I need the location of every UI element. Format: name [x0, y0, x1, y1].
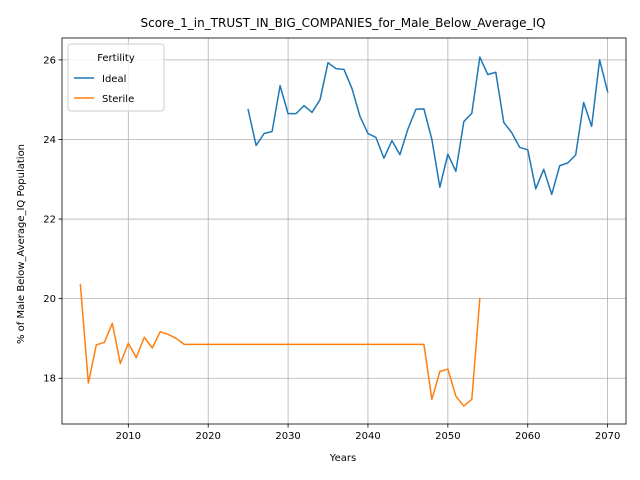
x-tick-label: 2010	[116, 431, 141, 442]
x-tick-label: 2030	[275, 431, 300, 442]
series-line-ideal	[247, 56, 609, 196]
legend-box	[67, 43, 165, 112]
legend-title: Fertility	[97, 53, 135, 64]
axis-ticks: 2010 2020 2030 2040 2050 2060 2070 18 20 22 24 26	[43, 55, 620, 442]
legend: Fertility Ideal Sterile	[67, 43, 165, 112]
y-tick-label: 18	[43, 374, 56, 385]
legend-label-ideal: Ideal	[102, 74, 126, 85]
x-axis-label: Years	[329, 453, 356, 464]
y-tick-label: 20	[43, 294, 56, 305]
x-tick-label: 2040	[355, 431, 380, 442]
series-line-sterile	[79, 283, 481, 407]
chart-title: Score_1_in_TRUST_IN_BIG_COMPANIES_for_Ma…	[140, 16, 545, 30]
x-tick-label: 2060	[515, 431, 540, 442]
y-tick-label: 26	[43, 55, 56, 66]
series-layer	[79, 56, 609, 407]
legend-label-sterile: Sterile	[102, 94, 134, 105]
y-tick-label: 22	[43, 215, 56, 226]
x-tick-label: 2070	[595, 431, 620, 442]
x-tick-label: 2020	[195, 431, 220, 442]
x-tick-label: 2050	[435, 431, 460, 442]
y-tick-label: 24	[43, 135, 56, 146]
y-axis-label: % of Male Below_Average_IQ Population	[16, 144, 27, 344]
plot-frame	[61, 37, 627, 425]
